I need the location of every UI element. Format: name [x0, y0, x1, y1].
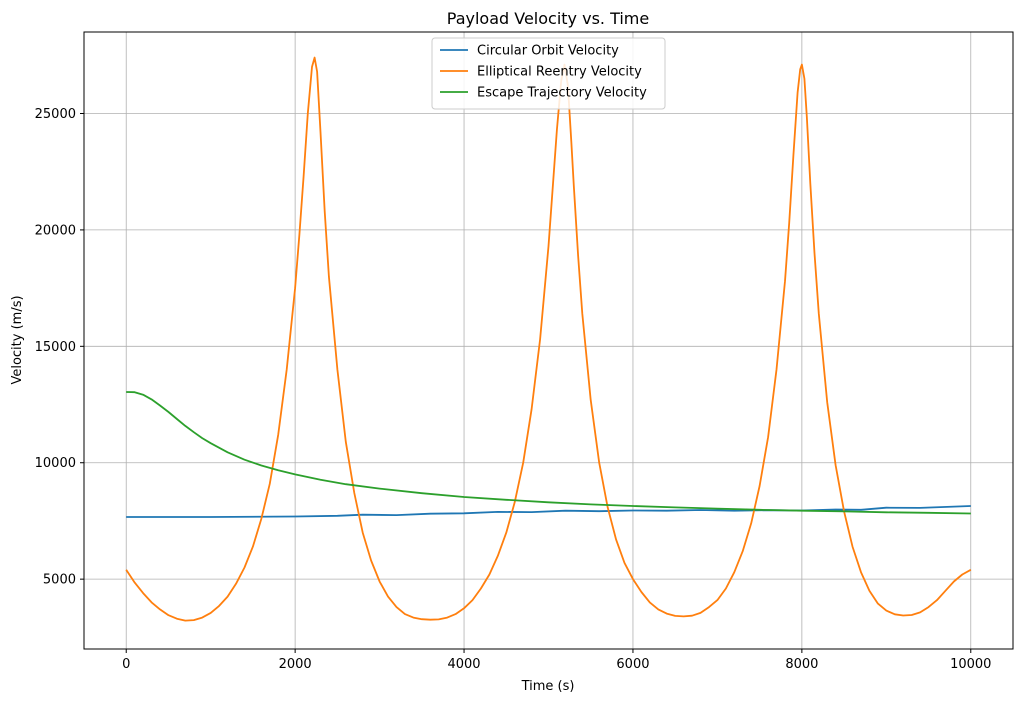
x-tick-label: 8000 — [785, 657, 818, 672]
series-line-3 — [126, 391, 971, 515]
y-tick-label: 10000 — [35, 456, 76, 471]
grid — [84, 32, 1013, 649]
y-axis-label: Velocity (m/s) — [10, 295, 25, 384]
legend-entry: Elliptical Reentry Velocity — [477, 65, 642, 80]
y-tick-label: 20000 — [35, 223, 76, 238]
x-tick-label: 0 — [122, 657, 130, 672]
y-tick-label: 5000 — [43, 573, 76, 588]
x-axis-label: Time (s) — [521, 679, 575, 694]
x-tick-label: 2000 — [279, 657, 312, 672]
chart-title: Payload Velocity vs. Time — [447, 9, 649, 28]
y-tick-label: 25000 — [35, 107, 76, 122]
plot-frame — [83, 31, 1014, 650]
legend-entry: Escape Trajectory Velocity — [477, 86, 647, 101]
x-tick-label: 6000 — [616, 657, 649, 672]
ticks: 0 2000 4000 6000 8000 10000 5000 10000 15000 2000… — [35, 107, 992, 672]
y-tick-label: 15000 — [35, 340, 76, 355]
x-tick-label: 10000 — [950, 657, 991, 672]
legend: Circular Orbit Velocity Elliptical Reentr… — [431, 37, 666, 110]
legend-entry: Circular Orbit Velocity — [477, 44, 619, 59]
legend-box — [431, 37, 666, 110]
x-tick-label: 4000 — [447, 657, 480, 672]
